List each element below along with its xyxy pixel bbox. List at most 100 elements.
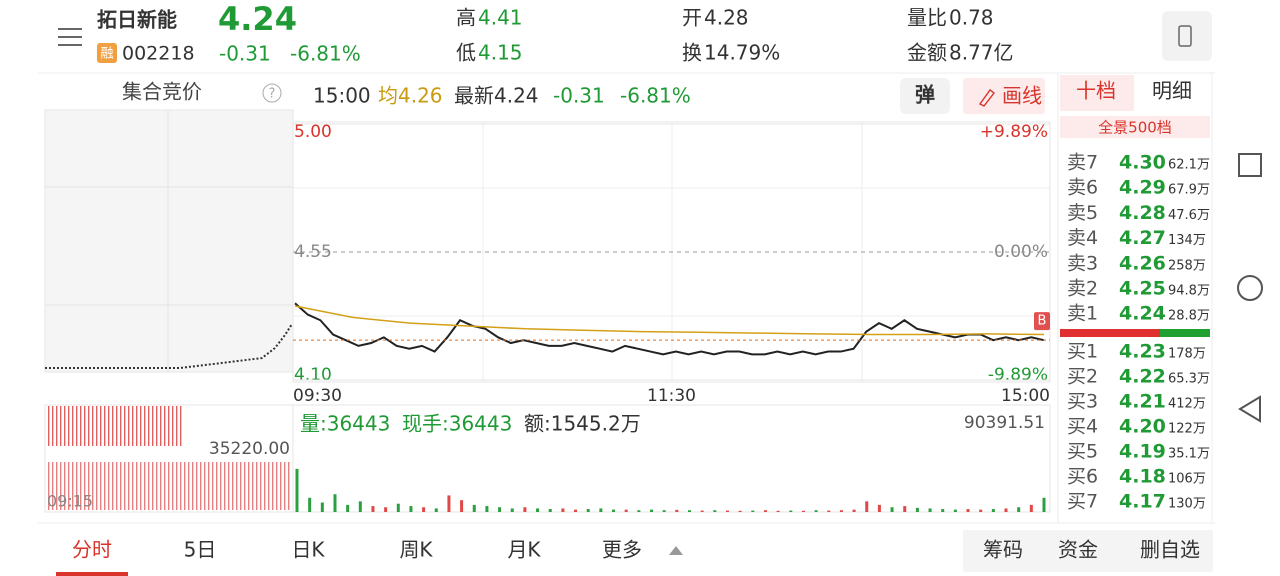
auction-label: 集合竞价	[122, 80, 202, 104]
volume-bar	[738, 510, 742, 512]
level-volume: 62.1万	[1168, 158, 1210, 173]
level-label: 买4	[1067, 416, 1098, 438]
level-label: 买5	[1067, 441, 1098, 463]
y-tick-label: 5.00	[294, 122, 332, 142]
tab-underline	[56, 572, 128, 576]
volume-bar	[422, 507, 426, 512]
volume-bar	[827, 510, 831, 512]
level-label: 买6	[1067, 466, 1098, 488]
volume-bar	[801, 510, 805, 512]
volume-bar	[713, 510, 717, 512]
level-price: 4.23	[1119, 341, 1166, 363]
volume-bar	[877, 504, 881, 512]
level-label: 卖3	[1067, 252, 1098, 274]
auction-volume-label: 35220.00	[209, 439, 290, 459]
book-tab[interactable]: 明细	[1152, 79, 1192, 103]
auction-volume-bars	[47, 406, 182, 446]
volume-bar	[751, 510, 755, 512]
pct-label: -9.89%	[988, 365, 1048, 385]
volume-bar	[447, 495, 451, 512]
bottom-button[interactable]: 筹码	[983, 538, 1023, 562]
volume-bar	[865, 501, 869, 512]
change-pct: -6.81%	[290, 42, 361, 66]
bottom-tab[interactable]: 更多	[602, 538, 642, 562]
bottom-tab[interactable]: 日K	[291, 538, 325, 562]
stat-value: 0.78	[949, 6, 994, 30]
level-label: 卖4	[1067, 227, 1098, 249]
volume-bar	[979, 509, 983, 512]
stock-price: 4.24	[218, 0, 297, 38]
ratio-green	[1160, 329, 1210, 337]
auction-time: 09:15	[47, 492, 93, 511]
bottom-tab[interactable]: 分时	[72, 538, 112, 562]
marker: B	[1038, 314, 1047, 329]
volume-bar	[890, 507, 894, 512]
volume-bar	[434, 508, 438, 512]
level-volume: 35.1万	[1168, 447, 1210, 462]
bottom-button[interactable]: 资金	[1058, 538, 1098, 562]
bottom-tab[interactable]: 周K	[399, 538, 433, 562]
volume-bar	[624, 509, 628, 512]
volume-bar	[915, 507, 919, 512]
amount: 额:1545.2万	[524, 412, 641, 436]
volume-bar	[1004, 508, 1008, 512]
volume-bar	[536, 508, 540, 512]
more-arrow	[669, 546, 683, 555]
volume-bar	[358, 501, 362, 512]
nav-recent[interactable]	[1238, 153, 1262, 177]
level-volume: 65.3万	[1168, 372, 1210, 387]
level-volume: 28.8万	[1168, 309, 1210, 324]
level-price: 4.22	[1119, 366, 1166, 388]
level-volume: 122万	[1168, 422, 1206, 437]
switch-button[interactable]	[1162, 11, 1212, 61]
stat-label: 金额	[907, 41, 947, 65]
nav-home[interactable]	[1237, 275, 1263, 301]
level-price: 4.17	[1119, 491, 1166, 513]
volume-bar	[599, 508, 603, 512]
volume-bar	[991, 509, 995, 512]
level-volume: 178万	[1168, 347, 1206, 362]
level-volume: 130万	[1168, 497, 1206, 512]
volume-bar	[814, 510, 818, 512]
volume-bar	[333, 494, 337, 512]
pct-label: +9.89%	[980, 122, 1048, 142]
volume-bar	[966, 509, 970, 512]
level-volume: 412万	[1168, 397, 1206, 412]
book-tab[interactable]: 十档	[1076, 79, 1116, 103]
popup: 弹	[915, 83, 935, 107]
bottom-tab[interactable]: 5日	[184, 538, 217, 562]
toolbar-change: -0.31	[553, 84, 605, 108]
volume-bar	[789, 510, 793, 512]
volume-bar	[472, 504, 476, 512]
volume-bar	[839, 510, 843, 512]
stat-label: 量比	[907, 6, 947, 30]
level-label: 卖6	[1067, 177, 1098, 199]
level-label: 买7	[1067, 491, 1098, 513]
nav-back[interactable]	[1238, 395, 1261, 423]
level-volume: 106万	[1168, 472, 1206, 487]
level-volume: 47.6万	[1168, 208, 1210, 223]
order-book	[1057, 72, 1213, 524]
volume-bar	[763, 510, 767, 512]
volume-bar	[687, 510, 691, 512]
popup-button[interactable]	[900, 78, 950, 114]
panorama-bg[interactable]	[1060, 116, 1210, 138]
level-price: 4.21	[1119, 391, 1166, 413]
auction-line	[45, 323, 293, 369]
bottom-tab[interactable]: 月K	[507, 538, 541, 562]
volume-bar	[561, 508, 565, 512]
bottom-button[interactable]: 删自选	[1140, 538, 1200, 562]
volume-bar	[675, 509, 679, 512]
volume-bar	[662, 510, 666, 512]
level-label: 买1	[1067, 341, 1098, 363]
help-circle[interactable]	[262, 83, 282, 103]
volume-bar	[460, 500, 464, 512]
menu-icon[interactable]	[58, 28, 82, 46]
stock-name: 拓日新能	[97, 8, 177, 32]
volume-bar	[574, 509, 578, 512]
volume-bar	[1029, 504, 1033, 512]
stat-label: 换	[682, 41, 702, 65]
volume-bar	[1042, 497, 1046, 512]
marker-bg	[1034, 312, 1050, 331]
volume-bar	[523, 507, 527, 512]
